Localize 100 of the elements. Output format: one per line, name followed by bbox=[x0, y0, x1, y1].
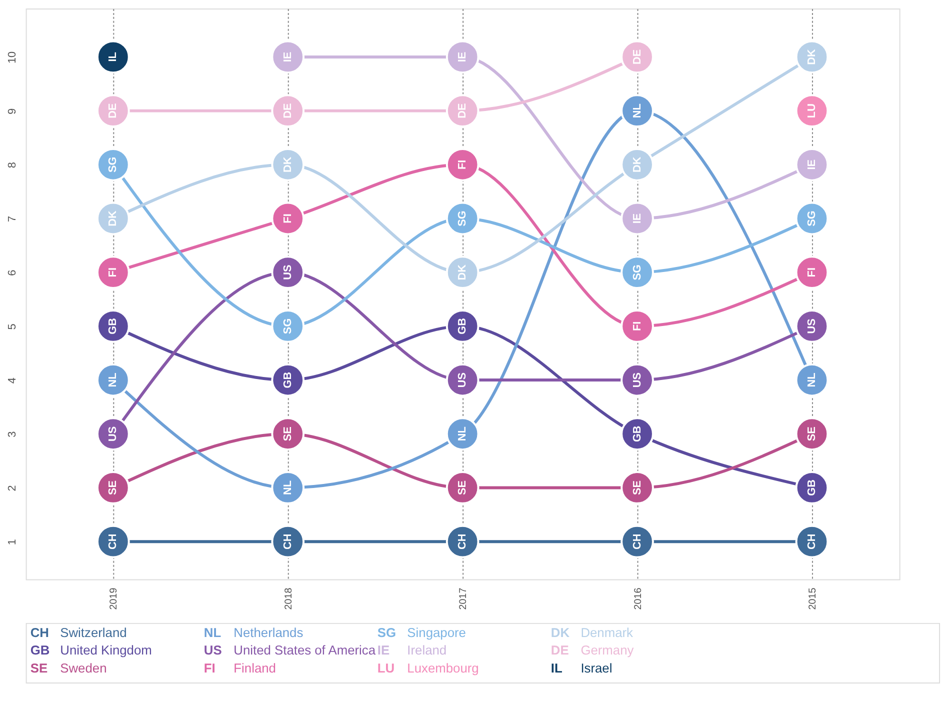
data-label: FI bbox=[282, 214, 294, 224]
point bbox=[446, 94, 480, 128]
text: United States of America bbox=[234, 642, 376, 658]
data-label: IE bbox=[456, 52, 469, 62]
text: Ireland bbox=[407, 642, 447, 658]
point bbox=[446, 256, 480, 290]
point bbox=[620, 310, 654, 343]
point bbox=[271, 148, 305, 182]
x-tick-label: 2017 bbox=[458, 587, 470, 610]
y-tick-label: 6 bbox=[6, 270, 18, 276]
data-label: SE bbox=[631, 480, 644, 496]
y-tick-label: 8 bbox=[6, 162, 18, 168]
point bbox=[795, 148, 829, 182]
text: Israel bbox=[580, 660, 612, 676]
point bbox=[795, 256, 829, 290]
data-label: IE bbox=[806, 159, 818, 170]
y-tick-label: 5 bbox=[6, 324, 18, 330]
point bbox=[96, 40, 130, 74]
point bbox=[446, 417, 480, 451]
point bbox=[620, 202, 654, 236]
text: United Kingdom bbox=[60, 642, 152, 658]
point bbox=[446, 148, 480, 182]
point bbox=[446, 40, 480, 74]
data-label: CH bbox=[456, 534, 469, 550]
point bbox=[795, 94, 829, 128]
text: Finland bbox=[234, 660, 276, 676]
data-label: US bbox=[631, 372, 644, 388]
data-label: US bbox=[806, 318, 818, 334]
x-tick-label: 2018 bbox=[283, 587, 294, 610]
point bbox=[795, 363, 829, 397]
point bbox=[271, 94, 305, 128]
text: Germany bbox=[580, 642, 634, 658]
data-label: CH bbox=[107, 534, 120, 550]
text: IE bbox=[377, 642, 390, 658]
text: Denmark bbox=[580, 624, 634, 640]
point bbox=[96, 256, 130, 290]
y-tick-label: 3 bbox=[6, 431, 18, 438]
data-label: GB bbox=[631, 426, 644, 442]
text: CH bbox=[30, 624, 49, 640]
data-label: SE bbox=[282, 426, 294, 442]
text: Singapore bbox=[407, 624, 466, 640]
point bbox=[271, 471, 305, 504]
data-label: SG bbox=[631, 264, 644, 280]
text: Switzerland bbox=[60, 624, 127, 640]
text: Sweden bbox=[60, 660, 107, 676]
text: SG bbox=[377, 624, 396, 640]
text: NL bbox=[204, 624, 222, 640]
point bbox=[620, 148, 654, 182]
data-label: GB bbox=[806, 479, 818, 496]
data-label: NL bbox=[631, 103, 644, 118]
x-tick-label: 2016 bbox=[632, 587, 644, 610]
data-label: DK bbox=[631, 156, 644, 173]
data-label: FI bbox=[107, 267, 120, 278]
x-tick-label: 2019 bbox=[108, 587, 120, 610]
y-tick-label: 10 bbox=[6, 51, 18, 64]
data-label: FI bbox=[631, 321, 644, 332]
data-label: GB bbox=[107, 318, 120, 334]
y-tick-label: 2 bbox=[6, 485, 18, 492]
point bbox=[271, 202, 305, 236]
data-label: SE bbox=[806, 426, 818, 442]
x-tick-label: 2015 bbox=[807, 587, 818, 610]
data-label: DK bbox=[456, 264, 469, 280]
data-label: US bbox=[282, 264, 294, 280]
data-label: SG bbox=[456, 210, 469, 226]
y-tick-label: 4 bbox=[6, 377, 18, 384]
data-label: DK bbox=[806, 48, 818, 65]
data-label: SG bbox=[806, 210, 818, 226]
data-label: LU bbox=[806, 103, 818, 118]
data-label: CH bbox=[282, 534, 294, 550]
data-label: GB bbox=[282, 372, 294, 388]
y-tick-label: 9 bbox=[6, 108, 18, 114]
point bbox=[795, 40, 829, 74]
point bbox=[620, 40, 654, 74]
data-label: DE bbox=[282, 103, 294, 118]
data-label: NL bbox=[107, 372, 120, 388]
data-label: US bbox=[107, 426, 120, 442]
text: US bbox=[204, 642, 222, 658]
text: LU bbox=[377, 660, 395, 676]
data-label: US bbox=[456, 372, 469, 388]
data-label: IE bbox=[631, 213, 644, 224]
text: Luxembourg bbox=[407, 660, 479, 676]
data-label: FI bbox=[806, 267, 818, 278]
point bbox=[96, 363, 130, 397]
data-label: NL bbox=[282, 480, 294, 496]
text: DK bbox=[550, 624, 570, 640]
data-label: SE bbox=[107, 480, 120, 496]
data-label: IE bbox=[282, 52, 294, 62]
data-label: GB bbox=[456, 318, 469, 334]
text: SE bbox=[30, 660, 48, 676]
text: FI bbox=[204, 660, 216, 676]
data-label: SG bbox=[107, 156, 120, 173]
y-tick-label: 7 bbox=[6, 216, 18, 222]
text: Netherlands bbox=[234, 624, 304, 640]
data-label: DE bbox=[631, 49, 644, 65]
data-label: CH bbox=[631, 534, 644, 550]
text: GB bbox=[30, 642, 50, 658]
y-tick-label: 1 bbox=[6, 539, 18, 546]
data-label: DK bbox=[282, 156, 294, 173]
data-label: IL bbox=[107, 52, 120, 62]
point bbox=[620, 94, 654, 128]
